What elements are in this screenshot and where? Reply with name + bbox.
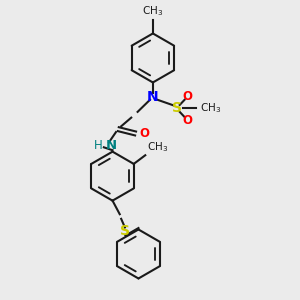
Text: CH$_3$: CH$_3$ <box>200 101 222 115</box>
Text: O: O <box>182 114 193 127</box>
Text: O: O <box>139 127 149 140</box>
Text: CH$_3$: CH$_3$ <box>142 5 164 19</box>
Text: O: O <box>182 90 193 103</box>
Text: CH$_3$: CH$_3$ <box>147 140 168 154</box>
Text: S: S <box>172 101 182 116</box>
Text: H: H <box>94 139 102 152</box>
Text: N: N <box>105 139 116 152</box>
Text: N: N <box>147 90 159 104</box>
Text: S: S <box>121 224 130 239</box>
